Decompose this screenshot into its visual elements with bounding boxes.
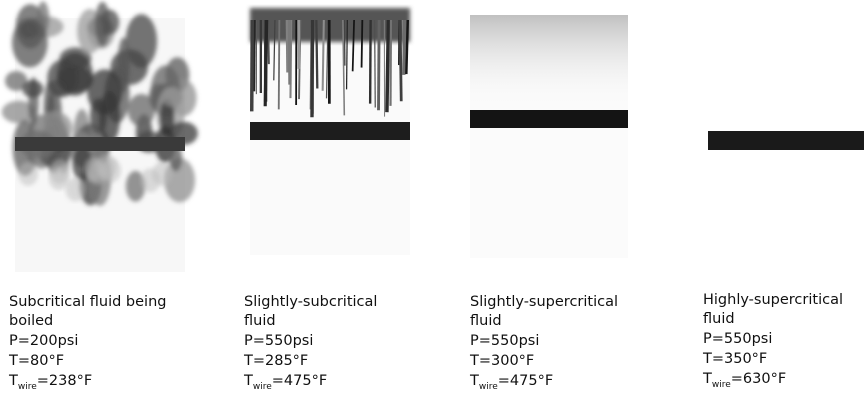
pressure: P=550psi [470, 333, 540, 349]
streak [385, 19, 391, 113]
blotch [57, 52, 93, 96]
temperature: T=300°F [470, 353, 535, 369]
caption-title: Highly-supercritical fluid [703, 292, 843, 327]
streak [342, 19, 346, 116]
wire-temperature-value: =238°F [36, 373, 93, 389]
caption: Slightly-supercritical fluid P=550psi T=30… [470, 293, 630, 397]
streak [267, 19, 270, 65]
symbol: T [703, 371, 712, 387]
heated-wire [470, 110, 628, 128]
blotch [94, 1, 111, 47]
bubble [65, 177, 86, 202]
blotch [1, 100, 36, 124]
subscript: wire [478, 382, 498, 392]
blotch [125, 14, 158, 68]
streak [360, 19, 364, 68]
subscript: wire [252, 382, 272, 392]
streak [374, 19, 376, 108]
caption: Slightly-subcritical fluid P=550psi T=285°… [244, 293, 404, 397]
streak [345, 19, 348, 90]
streak [377, 19, 381, 111]
blotch [99, 91, 121, 144]
pressure: P=550psi [703, 331, 773, 347]
symbol: T [470, 373, 479, 389]
wire-temperature-value: =475°F [271, 373, 328, 389]
heated-wire [15, 137, 185, 151]
wire-temperature: Twire=238°F [9, 372, 194, 397]
blotch [160, 86, 184, 107]
streak [285, 19, 290, 73]
subscript: wire [17, 382, 37, 392]
streak [263, 19, 269, 107]
bubble [140, 168, 161, 193]
streak [277, 19, 281, 110]
pressure: P=200psi [9, 333, 79, 349]
bubble [48, 166, 69, 191]
blotch [164, 158, 196, 203]
temperature: T=350°F [703, 351, 768, 367]
wire-temperature-value: =475°F [497, 373, 554, 389]
wire-temperature: Twire=630°F [703, 370, 863, 395]
bubble [101, 158, 122, 183]
temperature: T=80°F [9, 353, 65, 369]
streak [321, 19, 325, 91]
wire-temperature: Twire=475°F [244, 372, 404, 397]
blotch [22, 80, 44, 98]
blotch [125, 170, 146, 202]
streak [310, 19, 315, 118]
haze [470, 15, 628, 110]
streak [351, 19, 355, 72]
streak [402, 19, 407, 75]
photos [1, 1, 864, 206]
streak [325, 19, 329, 99]
heated-wire [250, 122, 410, 140]
streak [273, 19, 276, 81]
caption-title: Slightly-subcritical fluid [244, 294, 378, 329]
boiling-blotches [1, 1, 198, 206]
wire-temperature: Twire=475°F [470, 372, 630, 397]
caption-title: Subcritical fluid being boiled [9, 294, 167, 329]
streak [405, 19, 409, 75]
streak [398, 19, 403, 102]
bubble [18, 161, 39, 186]
streak [250, 19, 255, 112]
heated-wire [708, 131, 864, 150]
symbol: T [9, 373, 18, 389]
streak [315, 19, 319, 89]
blotch [5, 70, 28, 91]
caption: Subcritical fluid being boiled P=200psi T=… [9, 293, 194, 397]
blotch [169, 145, 183, 172]
blotch [127, 93, 155, 127]
blotch [11, 18, 48, 68]
blotch [159, 98, 175, 137]
pressure: P=550psi [244, 333, 314, 349]
temperature: T=285°F [244, 353, 309, 369]
symbol: T [244, 373, 253, 389]
subscript: wire [711, 380, 731, 390]
streak [252, 19, 256, 92]
caption-title: Slightly-supercritical fluid [470, 294, 619, 329]
wire-temperature-value: =630°F [730, 371, 787, 387]
caption: Highly-supercritical fluid P=550psi T=350°… [703, 291, 863, 395]
